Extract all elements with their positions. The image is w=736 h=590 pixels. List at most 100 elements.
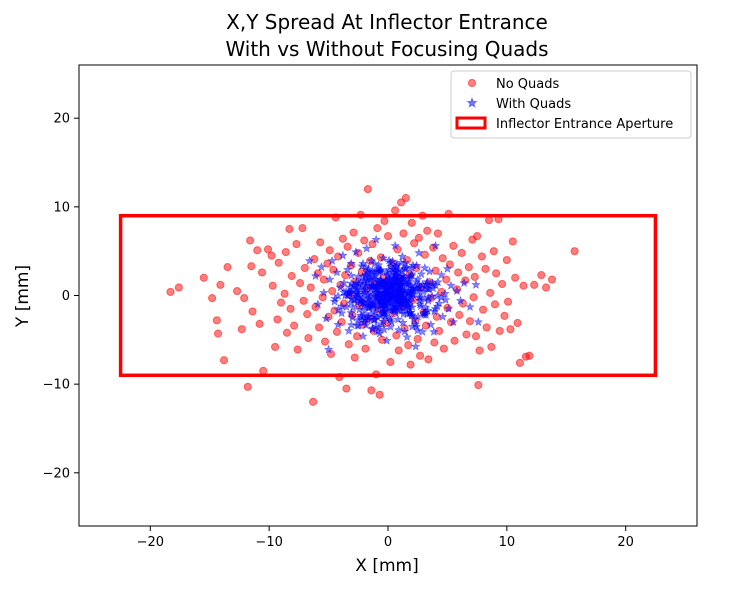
with-quads-point [407,302,418,312]
with-quads-point [342,264,353,274]
with-quads-point [381,267,392,277]
no-quads-point [439,344,448,353]
no-quads-point [430,338,439,347]
no-quads-point [208,294,217,303]
with-quads-point [465,301,475,312]
no-quads-point [304,333,313,343]
no-quads-point [515,358,525,367]
no-quads-point [457,248,466,258]
with-quads-point [351,288,361,298]
legend-marker-aperture [455,116,487,130]
no-quads-point [306,283,315,292]
no-quads-point [473,232,482,241]
no-quads-point [281,247,290,257]
no-quads-point [442,275,451,284]
no-quads-point [237,325,246,334]
aperture-rectangle [118,213,658,378]
no-quads-point [286,304,295,313]
with-quads-point [344,325,354,336]
with-quads-point [346,319,357,330]
no-quads-point [469,293,478,302]
with-quads-point [381,275,391,285]
with-quads-point [396,257,406,267]
no-quads-point [506,325,515,334]
with-quads-point [405,288,415,299]
no-quads-point [541,283,551,292]
no-quads-point [373,224,382,233]
no-quads-point [349,228,358,237]
no-quads-point [303,310,312,319]
y-tick-label: −10 [43,378,70,393]
no-quads-point [326,349,336,359]
no-quads-point [401,193,410,203]
with-quads-point [455,295,466,305]
no-quads-point [282,328,292,337]
no-quads-point [314,323,324,332]
no-quads-point [290,321,299,330]
y-tick-label: −20 [43,466,70,481]
with-quads-point [473,317,484,327]
with-quads-point [390,240,400,250]
with-quads-point [329,296,340,306]
no-quads-point [263,245,273,254]
with-quads-point [391,266,402,276]
no-quads-point [332,327,341,336]
with-quads-point [387,256,398,266]
no-quads-point [489,247,498,256]
with-quads-point [351,247,361,257]
with-quads-point [338,250,348,260]
no-quads-point [383,232,393,241]
with-quads-point [367,324,378,334]
with-quads-point [365,275,375,285]
no-quads-point [392,331,401,340]
with-quads-point [358,258,368,268]
with-quads-point [394,305,405,315]
no-quads-point [243,382,252,391]
with-quads-point [392,259,402,269]
no-quads-point [525,351,534,360]
no-quads-point [454,268,463,277]
series-with-quads [304,234,484,354]
no-quads-point [511,273,520,282]
with-quads-point [339,278,349,288]
with-quads-point [346,258,356,268]
no-quads-point [471,332,481,341]
no-quads-point [475,346,484,355]
with-quads-point [411,277,421,287]
with-quads-point [379,324,389,334]
with-quads-point [404,278,414,289]
with-quads-point [347,284,358,294]
with-quads-point [353,315,363,325]
with-quads-point [414,247,424,257]
with-quads-point [419,309,429,320]
no-quads-point [477,252,486,261]
with-quads-point [388,273,398,283]
legend-marker-with-quads [466,97,478,108]
no-quads-point [285,224,294,234]
no-quads-point [219,356,229,365]
no-quads-point [482,323,491,332]
with-quads-point [432,301,443,311]
no-quads-point [502,255,511,265]
no-quads-point [320,337,330,346]
with-quads-point [408,283,419,294]
with-quads-point [436,270,447,280]
with-quads-point [385,261,396,271]
no-quads-point [199,273,208,282]
with-quads-point [370,314,380,324]
with-quads-point [452,286,462,296]
with-quads-point [369,273,379,283]
with-quads-point [393,314,403,324]
no-quads-point [462,330,471,339]
no-quads-point [406,360,415,369]
with-quads-point [353,320,364,330]
no-quads-point [361,344,370,353]
with-quads-point [424,266,435,276]
no-quads-point [276,298,286,307]
with-quads-point [323,344,334,354]
no-quads-point [380,216,389,226]
legend-frame [450,70,692,139]
no-quads-point [316,238,325,247]
no-quads-point [246,236,255,245]
legend-marker-no-quads [467,78,477,88]
